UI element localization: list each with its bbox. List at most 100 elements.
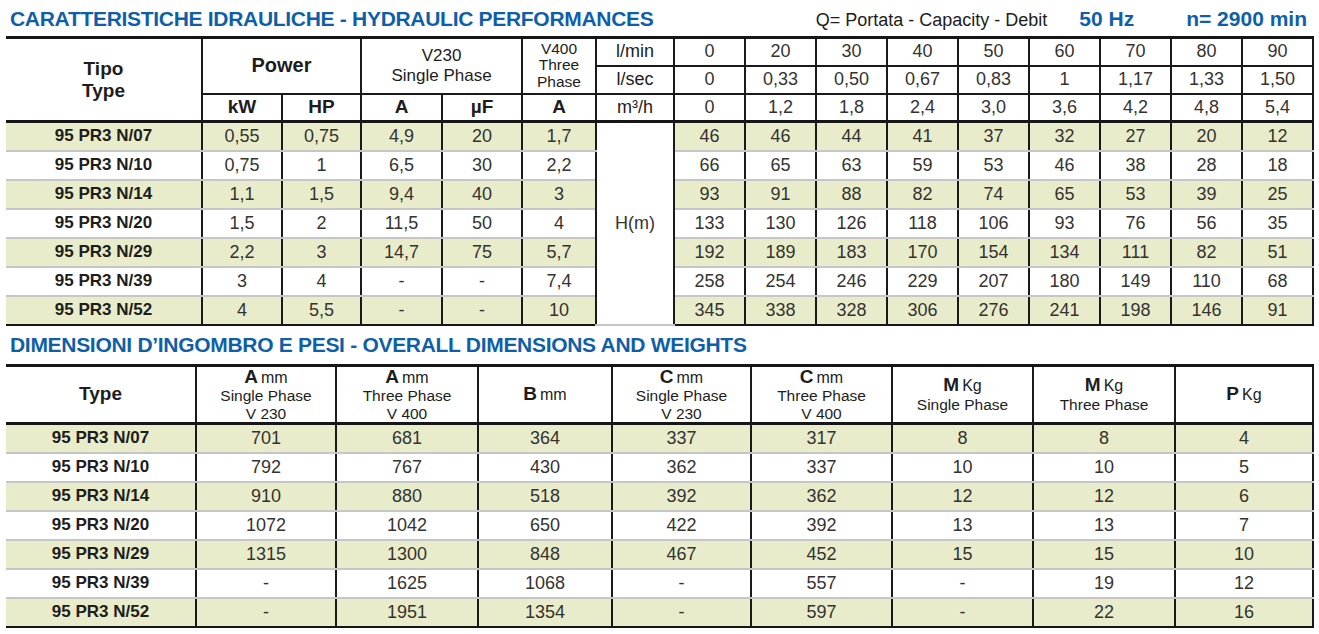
- flow-unit-m3h: m³/h: [596, 94, 674, 122]
- table-row: 95 PR3 N/201072104265042239213137: [6, 511, 1313, 540]
- head-value-cell: 180: [1029, 267, 1100, 296]
- head-value-cell: 93: [1029, 209, 1100, 238]
- c-single-phase-header: Cmm Single Phase V 230: [612, 365, 751, 424]
- flow-value: 2,4: [887, 94, 958, 122]
- head-value-cell: 82: [887, 180, 958, 209]
- dimensions-table: Type Amm Single Phase V 230 Amm Three Ph…: [6, 364, 1314, 628]
- c-three-phase-header: Cmm Three Phase V 400: [751, 365, 892, 424]
- dimension-value-cell: 15: [892, 540, 1033, 569]
- head-value-cell: 133: [674, 209, 745, 238]
- head-value-cell: 146: [1171, 296, 1242, 325]
- head-value-cell: 38: [1100, 151, 1171, 180]
- head-value-cell: 110: [1171, 267, 1242, 296]
- head-value-cell: 18: [1242, 151, 1313, 180]
- m-single-phase-header: MKg Single Phase: [892, 365, 1033, 424]
- motor-value-cell: 4: [282, 267, 361, 296]
- capacity-note: Q= Portata - Capacity - Debit: [816, 10, 1048, 31]
- head-value-cell: 59: [887, 151, 958, 180]
- dimension-value-cell: -: [612, 598, 751, 627]
- dimension-value-cell: 15: [1033, 540, 1175, 569]
- dimension-value-cell: 317: [751, 424, 892, 453]
- table-row: 95 PR3 N/39-16251068-557-1912: [6, 569, 1313, 598]
- head-value-cell: 28: [1171, 151, 1242, 180]
- head-value-cell: 46: [745, 122, 816, 151]
- amp-header: A: [361, 94, 442, 122]
- flow-value: 0: [674, 94, 745, 122]
- head-value-cell: 51: [1242, 238, 1313, 267]
- motor-value-cell: -: [442, 267, 522, 296]
- head-value-cell: 254: [745, 267, 816, 296]
- pump-type-cell: 95 PR3 N/07: [6, 122, 202, 151]
- dimension-value-cell: 1625: [336, 569, 478, 598]
- flow-value: 0,33: [745, 66, 816, 94]
- motor-value-cell: 50: [442, 209, 522, 238]
- motor-value-cell: 10: [522, 296, 596, 325]
- type-column-header: Type: [6, 365, 196, 424]
- pump-type-cell: 95 PR3 N/07: [6, 424, 196, 453]
- pump-type-cell: 95 PR3 N/10: [6, 151, 202, 180]
- head-value-cell: 76: [1100, 209, 1171, 238]
- dimension-value-cell: 701: [196, 424, 336, 453]
- dimension-value-cell: -: [892, 598, 1033, 627]
- dimension-value-cell: 7: [1175, 511, 1313, 540]
- head-value-cell: 27: [1100, 122, 1171, 151]
- table-row: 95 PR3 N/1079276743036233710105: [6, 453, 1313, 482]
- motor-value-cell: 0,75: [202, 151, 282, 180]
- head-value-cell: 56: [1171, 209, 1242, 238]
- dimension-value-cell: 10: [1033, 453, 1175, 482]
- motor-value-cell: 5,5: [282, 296, 361, 325]
- head-value-cell: 154: [958, 238, 1029, 267]
- flow-value: 5,4: [1242, 94, 1313, 122]
- frequency-label: 50 Hz: [1079, 7, 1134, 31]
- motor-value-cell: 6,5: [361, 151, 442, 180]
- head-value-cell: 12: [1242, 122, 1313, 151]
- uf-header: µF: [442, 94, 522, 122]
- table-row: 95 PR3 N/2913151300848467452151510: [6, 540, 1313, 569]
- motor-value-cell: 14,7: [361, 238, 442, 267]
- head-value-cell: 328: [816, 296, 887, 325]
- dimension-value-cell: 6: [1175, 482, 1313, 511]
- head-value-cell: 25: [1242, 180, 1313, 209]
- head-value-cell: 35: [1242, 209, 1313, 238]
- head-value-cell: 20: [1171, 122, 1242, 151]
- head-value-cell: 66: [674, 151, 745, 180]
- head-value-cell: 63: [816, 151, 887, 180]
- flow-value: 1,17: [1100, 66, 1171, 94]
- motor-value-cell: 4,9: [361, 122, 442, 151]
- head-value-cell: 207: [958, 267, 1029, 296]
- head-value-cell: 46: [674, 122, 745, 151]
- head-value-cell: 53: [958, 151, 1029, 180]
- motor-value-cell: 30: [442, 151, 522, 180]
- motor-value-cell: 1,5: [202, 209, 282, 238]
- table-row: 95 PR3 N/1491088051839236212126: [6, 482, 1313, 511]
- head-value-cell: 74: [958, 180, 1029, 209]
- dimension-value-cell: 13: [1033, 511, 1175, 540]
- dimension-value-cell: 8: [1033, 424, 1175, 453]
- motor-value-cell: 4: [522, 209, 596, 238]
- motor-value-cell: 5,7: [522, 238, 596, 267]
- page-header: CARATTERISTICHE IDRAULICHE - HYDRAULIC P…: [0, 0, 1319, 36]
- motor-value-cell: 2,2: [202, 238, 282, 267]
- dimension-value-cell: 848: [478, 540, 612, 569]
- pump-type-cell: 95 PR3 N/52: [6, 296, 202, 325]
- head-value-cell: 149: [1100, 267, 1171, 296]
- flow-value: 0,67: [887, 66, 958, 94]
- flow-value: 1,33: [1171, 66, 1242, 94]
- tipo-label: Tipo: [6, 58, 201, 80]
- head-value-cell: 246: [816, 267, 887, 296]
- dimension-value-cell: 5: [1175, 453, 1313, 482]
- dimension-value-cell: 4: [1175, 424, 1313, 453]
- dimension-value-cell: 1951: [336, 598, 478, 627]
- flow-value: 4,8: [1171, 94, 1242, 122]
- flow-value: 1: [1029, 66, 1100, 94]
- dimension-value-cell: 19: [1033, 569, 1175, 598]
- pump-type-cell: 95 PR3 N/39: [6, 267, 202, 296]
- head-value-cell: 53: [1100, 180, 1171, 209]
- flow-value: 50: [958, 38, 1029, 66]
- dimension-value-cell: 13: [892, 511, 1033, 540]
- motor-value-cell: 20: [442, 122, 522, 151]
- head-value-cell: 91: [1242, 296, 1313, 325]
- hydraulic-table-body: 95 PR3 N/070,550,754,9201,7H(m)464644413…: [6, 122, 1313, 325]
- motor-value-cell: 1: [282, 151, 361, 180]
- b-header: Bmm: [478, 365, 612, 424]
